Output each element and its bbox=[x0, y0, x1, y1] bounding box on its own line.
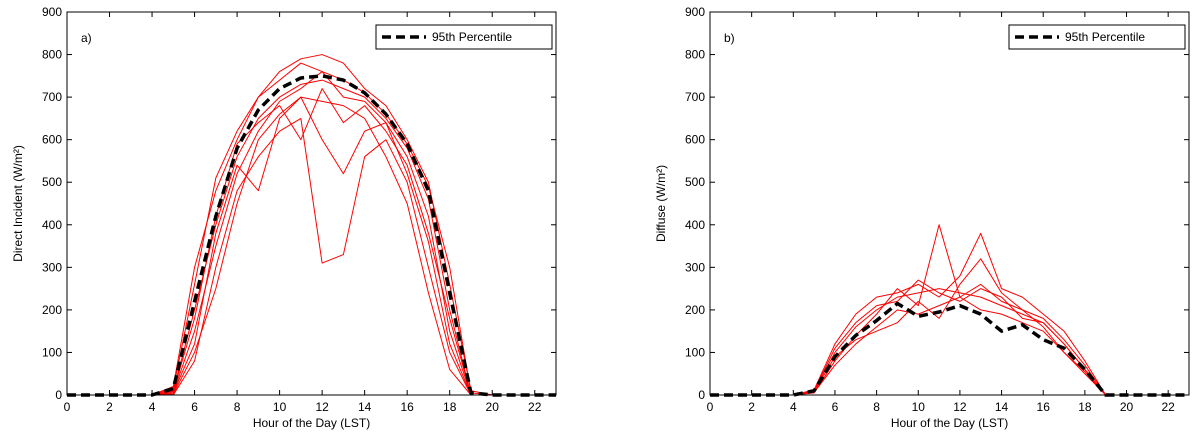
y-tick-label: 100 bbox=[42, 345, 62, 359]
x-tick-label: 18 bbox=[1078, 400, 1092, 414]
y-tick-label: 200 bbox=[42, 303, 62, 317]
x-tick-label: 16 bbox=[400, 400, 414, 414]
plot-area bbox=[67, 12, 556, 395]
x-tick-label: 18 bbox=[443, 400, 457, 414]
x-tick-label: 10 bbox=[273, 400, 287, 414]
y-tick-label: 300 bbox=[685, 260, 705, 274]
axes-frame bbox=[709, 11, 1190, 396]
x-tick-label: 22 bbox=[1161, 400, 1175, 414]
y-tick-label: 600 bbox=[42, 133, 62, 147]
y-axis-label: Direct Incident (W/m²) bbox=[11, 145, 25, 262]
x-tick-label: 20 bbox=[1120, 400, 1134, 414]
x-tick-label: 12 bbox=[315, 400, 329, 414]
y-tick-label: 500 bbox=[685, 175, 705, 189]
x-tick-label: 8 bbox=[234, 400, 241, 414]
axes-frame bbox=[66, 11, 557, 396]
legend-box bbox=[375, 24, 553, 50]
x-tick-label: 4 bbox=[149, 400, 156, 414]
y-tick-label: 100 bbox=[685, 345, 705, 359]
y-tick-label: 500 bbox=[42, 175, 62, 189]
x-axis-label: Hour of the Day (LST) bbox=[891, 416, 1008, 430]
x-tick-label: 14 bbox=[358, 400, 372, 414]
y-axis-label: Diffuse (W/m²) bbox=[654, 165, 668, 242]
x-tick-label: 14 bbox=[995, 400, 1009, 414]
panel-label: a) bbox=[81, 31, 92, 45]
y-tick-label: 800 bbox=[42, 48, 62, 62]
x-tick-label: 2 bbox=[106, 400, 113, 414]
x-tick-label: 2 bbox=[748, 400, 755, 414]
x-tick-label: 6 bbox=[832, 400, 839, 414]
y-tick-label: 400 bbox=[42, 218, 62, 232]
x-tick-label: 4 bbox=[790, 400, 797, 414]
legend-label: 95th Percentile bbox=[432, 30, 512, 44]
percentile-line bbox=[67, 74, 556, 397]
x-tick-label: 20 bbox=[486, 400, 500, 414]
y-tick-label: 400 bbox=[685, 218, 705, 232]
x-tick-label: 22 bbox=[528, 400, 542, 414]
panel-label: b) bbox=[724, 31, 735, 45]
y-tick-label: 700 bbox=[42, 90, 62, 104]
y-tick-label: 0 bbox=[698, 388, 705, 402]
plot-area bbox=[710, 12, 1189, 395]
x-tick-label: 0 bbox=[707, 400, 714, 414]
x-tick-label: 10 bbox=[912, 400, 926, 414]
y-tick-label: 900 bbox=[42, 5, 62, 19]
y-tick-label: 700 bbox=[685, 90, 705, 104]
x-axis-label: Hour of the Day (LST) bbox=[253, 416, 370, 430]
x-tick-label: 8 bbox=[873, 400, 880, 414]
legend-label: 95th Percentile bbox=[1065, 30, 1145, 44]
x-tick-label: 12 bbox=[953, 400, 967, 414]
y-tick-label: 800 bbox=[685, 48, 705, 62]
y-tick-label: 300 bbox=[42, 260, 62, 274]
y-tick-label: 900 bbox=[685, 5, 705, 19]
x-tick-label: 0 bbox=[64, 400, 71, 414]
y-tick-label: 600 bbox=[685, 133, 705, 147]
x-tick-label: 16 bbox=[1037, 400, 1051, 414]
x-tick-label: 6 bbox=[191, 400, 198, 414]
legend-box bbox=[1008, 24, 1186, 50]
y-tick-label: 0 bbox=[55, 388, 62, 402]
y-tick-label: 200 bbox=[685, 303, 705, 317]
